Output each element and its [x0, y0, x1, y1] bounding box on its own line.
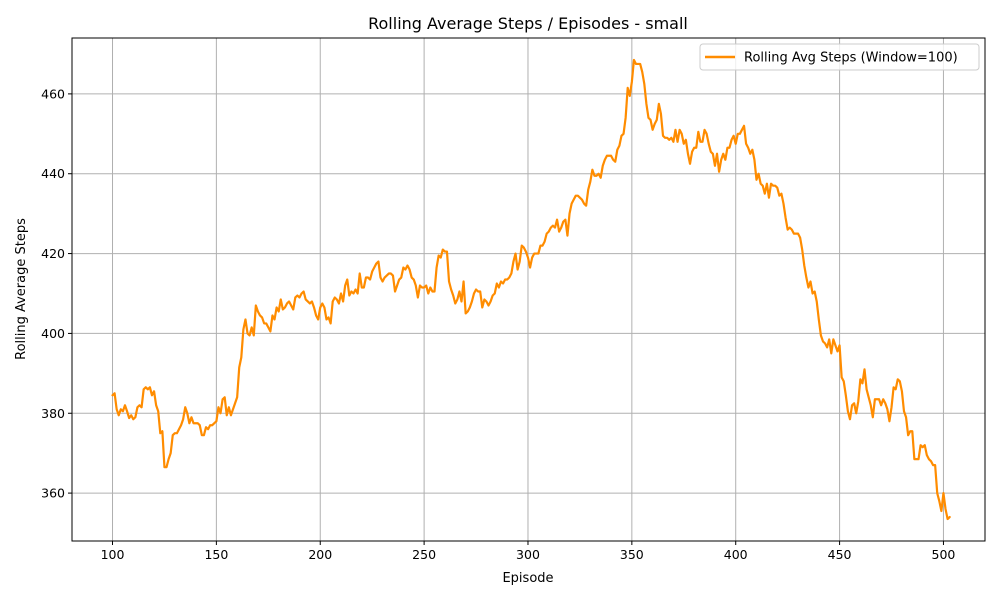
x-tick-label: 300 — [516, 547, 540, 562]
x-tick-label: 500 — [932, 547, 956, 562]
grid — [72, 38, 985, 541]
y-tick-label: 440 — [41, 166, 65, 181]
x-tick-label: 200 — [308, 547, 332, 562]
x-tick-label: 150 — [204, 547, 228, 562]
plot-frame — [71, 37, 986, 542]
y-tick-label: 400 — [41, 326, 65, 341]
x-axis-label: Episode — [502, 571, 553, 586]
series-layer — [111, 58, 951, 521]
series-line — [111, 58, 951, 521]
x-tick-label: 100 — [101, 547, 125, 562]
chart-title: Rolling Average Steps / Episodes - small — [368, 14, 688, 33]
y-tick-label: 380 — [41, 406, 65, 421]
x-tick-label: 350 — [620, 547, 644, 562]
y-tick-label: 460 — [41, 86, 65, 101]
x-tick-label: 250 — [412, 547, 436, 562]
axis-ticks: 100 150 200 250 300 350 400 450 500 360 380 400 420 4… — [41, 86, 955, 562]
x-tick-label: 450 — [828, 547, 852, 562]
y-tick-label: 420 — [41, 246, 65, 261]
x-tick-label: 400 — [724, 547, 748, 562]
legend-box — [699, 43, 980, 71]
y-axis-label: Rolling Average Steps — [14, 218, 29, 360]
legend: Rolling Avg Steps (Window=100) — [699, 43, 980, 71]
y-tick-label: 360 — [41, 486, 65, 501]
legend-label: Rolling Avg Steps (Window=100) — [744, 51, 958, 66]
